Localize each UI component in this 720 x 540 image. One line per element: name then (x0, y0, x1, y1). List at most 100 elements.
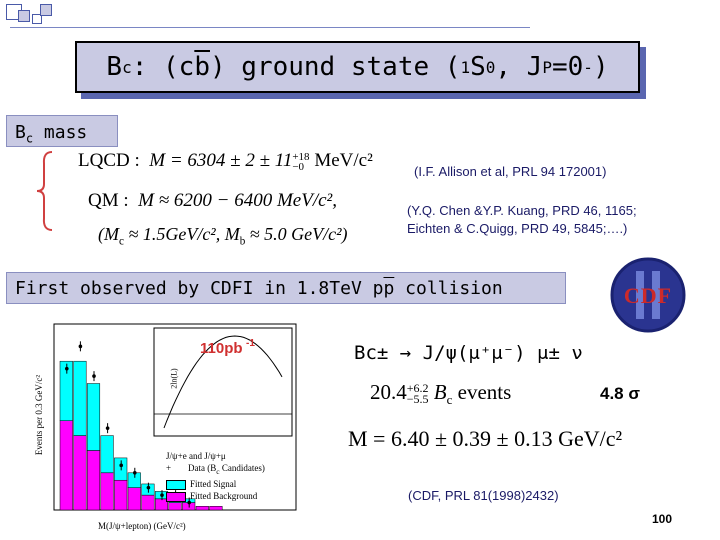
background-bar (100, 472, 114, 511)
decorative-square (32, 14, 42, 24)
qm-masses-start: (M (98, 224, 119, 244)
reference-allison: (I.F. Allison et al, PRL 94 172001) (414, 164, 607, 179)
legend-data-tail: Candidates) (219, 463, 265, 473)
bc-mass-label: Bc mass (6, 115, 118, 147)
left-brace-icon (36, 151, 53, 231)
plot-lumi: 110pb (200, 340, 243, 357)
qm-masses-end: ≈ 5.0 GeV/c²) (245, 224, 348, 244)
legend-data-label: Data (B (188, 463, 217, 473)
title-mid: S (470, 52, 486, 82)
qm-equation: QM : M ≈ 6200 − 6400 MeV/c², (88, 190, 337, 212)
qm-masses-mid: ≈ 1.5GeV/c², M (123, 224, 240, 244)
qm-rhs: M ≈ 6200 − 6400 MeV/c², (138, 190, 338, 211)
lqcd-rhs: M = 6304 ± 2 ± 11 (149, 150, 293, 171)
lqcd-lhs: LQCD : (78, 150, 140, 171)
title-close: ) (592, 52, 609, 82)
qm-masses-sub-c: c (119, 235, 124, 248)
events-count: 20.4+6.2 −5.5 Bc events (370, 380, 511, 408)
signal-bar (100, 435, 114, 474)
inset-ylabel: 2ln(L) (169, 368, 179, 389)
legend-data-sub: c (216, 466, 220, 476)
legend-signal-label: Fitted Signal (190, 478, 237, 489)
quark-masses: (Mc ≈ 1.5GeV/c², Mb ≈ 5.0 GeV/c²) (98, 224, 348, 248)
lqcd-unit: MeV/c² (314, 150, 373, 171)
data-point (119, 463, 123, 468)
header-rule (10, 27, 530, 28)
events-err-down: −5.5 (406, 392, 429, 407)
background-bar (59, 420, 73, 511)
title-part1: : (c (131, 52, 195, 82)
first-observed-pbar: p (383, 278, 395, 299)
first-observed-tail: collision (394, 278, 503, 299)
bc-mass-main: B (15, 122, 26, 143)
background-bar (209, 506, 223, 511)
data-point (65, 366, 69, 371)
background-bar (127, 487, 141, 511)
title-bbar: b (194, 52, 210, 82)
legend-background: Fitted Background (166, 490, 265, 502)
first-observed-text: First observed by CDFI in 1.8TeV (15, 278, 373, 299)
decorative-square (18, 10, 30, 22)
legend-title: J/ψ+e and J/ψ+μ (166, 451, 226, 461)
background-bar (73, 435, 87, 511)
title-end: =0 (551, 52, 584, 82)
signal-bar (59, 360, 73, 421)
title-supminus: - (583, 57, 593, 77)
qm-lhs: QM : (88, 190, 129, 211)
cdf-logo: CDF (610, 257, 686, 333)
plot-xlabel: M(J/ψ+lepton) (GeV/c²) (98, 521, 186, 531)
data-point (187, 500, 191, 505)
events-tail: events (452, 380, 512, 404)
first-observed-p: p (372, 278, 384, 299)
cdf-logo-icon (610, 257, 686, 333)
data-point (105, 426, 110, 430)
likelihood-curve (163, 335, 283, 429)
bc-mass-sub: c (25, 131, 34, 146)
lqcd-err-down: −0 (292, 160, 305, 173)
plot-ylabel: Events per 0.3 GeV/c² (34, 374, 44, 456)
events-err-up: +6.2 (406, 381, 429, 396)
first-observed-banner: First observed by CDFI in 1.8TeV pp coll… (6, 272, 566, 304)
data-point (133, 471, 137, 475)
reference-chen-line2: Eichten & C.Quigg, PRD 49, 5845;….) (407, 221, 628, 236)
qm-masses-sub-b: b (239, 235, 246, 248)
plot-lumi-sup: -1 (246, 338, 255, 349)
background-bar (86, 450, 101, 511)
significance: 4.8 σ (600, 384, 640, 403)
decorative-square (40, 4, 52, 16)
legend-signal: Fitted Signal (166, 478, 265, 490)
title-sup1: 1 (460, 57, 471, 77)
reference-chen-line1: (Y.Q. Chen &Y.P. Kuang, PRD 46, 1165; (407, 203, 637, 218)
events-b-label: B (433, 380, 447, 404)
title-mid2: , J (495, 52, 543, 82)
title-sub0: 0 (485, 57, 496, 77)
signal-bar (141, 483, 155, 496)
title-prefix: B (106, 52, 123, 82)
data-point (78, 344, 83, 349)
plot-legend: J/ψ+e and J/ψ+μ + Data (Bc Candidates) Fi… (166, 450, 265, 502)
signal-bar (86, 383, 101, 451)
legend-data: + Data (Bc Candidates) (166, 463, 265, 476)
legend-background-label: Fitted Background (190, 490, 258, 501)
reference-cdf: (CDF, PRL 81(1998)2432) (408, 488, 559, 503)
background-bar (141, 494, 155, 511)
background-bar (114, 479, 128, 511)
lqcd-equation: LQCD : M = 6304 ± 2 ± 11+18 −0 MeV/c² (78, 150, 373, 172)
lqcd-err-up: +18 (292, 150, 310, 163)
events-value: 20.4 (370, 380, 407, 404)
title-supP: P (542, 57, 552, 77)
events-b-sub: c (446, 392, 453, 408)
cdf-mass-plot: 110pb -1 Events per 0.3 GeV/c² M(J/ψ+lep… (24, 314, 316, 534)
cdf-logo-text: CDF (623, 283, 673, 308)
title-part2: ) ground state ( (209, 52, 461, 82)
data-point (160, 493, 164, 497)
signal-bar (73, 360, 87, 436)
data-point (92, 374, 96, 378)
decay-channel: Bc± → J/ψ(μ⁺μ⁻) μ± ν (354, 342, 583, 364)
title-prefix-sub: c (122, 57, 132, 77)
data-point (146, 485, 151, 490)
mass-result: M = 6.40 ± 0.39 ± 0.13 GeV/c² (348, 426, 623, 451)
histogram-chart (53, 323, 297, 511)
inset-frame (153, 327, 293, 437)
